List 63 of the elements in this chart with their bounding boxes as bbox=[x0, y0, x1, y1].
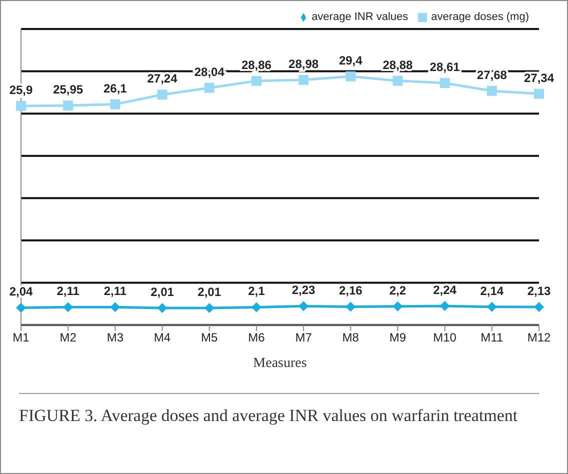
x-tick-label: M2 bbox=[60, 330, 77, 345]
point bbox=[63, 100, 74, 111]
data-label: 2,11 bbox=[104, 284, 127, 298]
data-label: 28,61 bbox=[430, 60, 460, 74]
data-label: 2,14 bbox=[480, 284, 504, 298]
x-tick-label: M12 bbox=[527, 330, 551, 345]
data-label: 27,24 bbox=[147, 72, 178, 86]
point bbox=[204, 303, 214, 313]
x-tick-label: M8 bbox=[342, 330, 360, 345]
data-label: 2,13 bbox=[527, 284, 551, 298]
legend-label: average doses (mg) bbox=[431, 11, 529, 23]
data-label: 27,68 bbox=[476, 68, 508, 82]
point bbox=[16, 302, 26, 313]
x-tick-label: M4 bbox=[154, 330, 171, 345]
x-tick-label: M5 bbox=[201, 330, 218, 345]
text: FIGURE 3. Average doses and average INR values on warfarin treatment bbox=[19, 393, 539, 428]
point bbox=[110, 99, 120, 110]
data-label: 25,9 bbox=[9, 82, 33, 97]
data-label: 2,2 bbox=[389, 283, 406, 298]
point bbox=[392, 76, 403, 86]
x-tick-label: M6 bbox=[248, 330, 266, 345]
x-tick-label: M7 bbox=[295, 330, 312, 345]
point bbox=[298, 74, 309, 85]
data-label: 2,11 bbox=[56, 284, 80, 298]
data-label: 28,88 bbox=[382, 58, 414, 72]
point bbox=[486, 86, 497, 96]
point bbox=[110, 302, 120, 312]
data-label: 25,95 bbox=[53, 82, 84, 97]
data-label: 28,98 bbox=[288, 56, 319, 71]
data-label: 2,16 bbox=[338, 284, 363, 298]
point bbox=[251, 302, 262, 312]
data-label: 2,23 bbox=[292, 283, 316, 298]
x-tick-label: M11 bbox=[480, 330, 504, 345]
point bbox=[534, 88, 544, 99]
point bbox=[157, 303, 168, 313]
data-label: 26,1 bbox=[104, 81, 128, 96]
point bbox=[346, 71, 356, 82]
data-label: 29,4 bbox=[338, 53, 363, 68]
point bbox=[157, 90, 168, 100]
point bbox=[392, 301, 403, 312]
x-axis-title: Measures bbox=[253, 356, 307, 371]
data-label: 28,86 bbox=[241, 58, 272, 72]
point bbox=[346, 302, 356, 312]
point bbox=[298, 301, 309, 312]
data-label: 2,01 bbox=[150, 285, 174, 299]
point bbox=[63, 302, 74, 312]
point bbox=[16, 100, 26, 111]
x-tick-label: M3 bbox=[106, 330, 124, 345]
legend-label: average INR values bbox=[312, 11, 408, 23]
point bbox=[251, 76, 262, 86]
x-tick-label: M10 bbox=[433, 330, 457, 345]
point bbox=[486, 302, 497, 312]
data-label: 2,1 bbox=[248, 284, 266, 298]
point bbox=[534, 302, 544, 312]
point bbox=[440, 78, 450, 88]
x-tick-label: M1 bbox=[12, 330, 30, 345]
x-tick-label: M9 bbox=[389, 330, 406, 345]
point bbox=[204, 82, 214, 93]
data-label: 2,04 bbox=[9, 284, 33, 299]
data-label: 2,24 bbox=[433, 283, 457, 298]
point bbox=[440, 301, 450, 312]
data-label: 27,34 bbox=[524, 70, 554, 85]
data-label: 2,01 bbox=[198, 285, 222, 299]
